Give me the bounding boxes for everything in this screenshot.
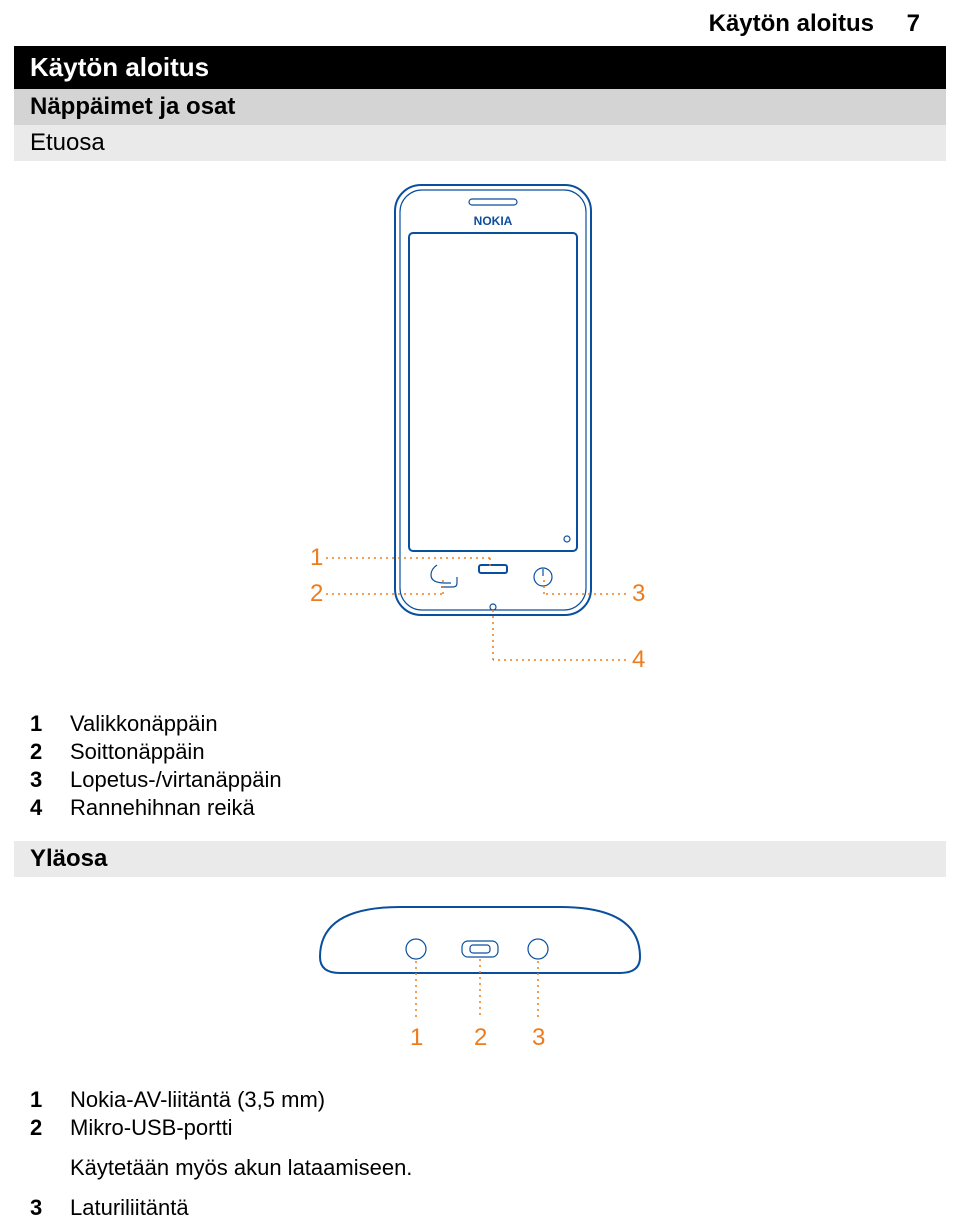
top-label: Yläosa bbox=[14, 841, 946, 877]
section-title: Käytön aloitus bbox=[14, 46, 946, 89]
page-header: Käytön aloitus 7 bbox=[0, 0, 960, 46]
list-item: 1 Valikkonäppäin bbox=[30, 711, 930, 737]
list-text: Valikkonäppäin bbox=[70, 711, 930, 737]
callout-2: 2 bbox=[310, 580, 323, 607]
top-diagram: 1 2 3 bbox=[0, 877, 960, 1077]
top-callout-2: 2 bbox=[474, 1024, 487, 1051]
top-parts-list-2: 3 Laturiliitäntä bbox=[0, 1185, 960, 1231]
list-num: 2 bbox=[30, 1115, 70, 1141]
page-number: 7 bbox=[907, 10, 920, 37]
list-item: 2 Soittonäppäin bbox=[30, 739, 930, 765]
list-text: Nokia-AV-liitäntä (3,5 mm) bbox=[70, 1087, 930, 1113]
subsection-title: Näppäimet ja osat bbox=[14, 89, 946, 125]
callout-3: 3 bbox=[632, 580, 645, 607]
list-text: Rannehihnan reikä bbox=[70, 795, 930, 821]
top-parts-list: 1 Nokia-AV-liitäntä (3,5 mm) 2 Mikro-USB… bbox=[0, 1077, 960, 1151]
top-callout-3: 3 bbox=[532, 1024, 545, 1051]
list-text: Lopetus-/virtanäppäin bbox=[70, 767, 930, 793]
list-item: 2 Mikro-USB-portti bbox=[30, 1115, 930, 1141]
list-num: 1 bbox=[30, 711, 70, 737]
header-title: Käytön aloitus bbox=[709, 10, 874, 37]
front-phone-svg: NOKIA 1 2 3 bbox=[0, 161, 960, 701]
usb-note: Käytetään myös akun lataamiseen. bbox=[0, 1151, 960, 1185]
list-num: 3 bbox=[30, 767, 70, 793]
list-num: 1 bbox=[30, 1087, 70, 1113]
list-item: 1 Nokia-AV-liitäntä (3,5 mm) bbox=[30, 1087, 930, 1113]
callout-1: 1 bbox=[310, 544, 323, 571]
top-callout-1: 1 bbox=[410, 1024, 423, 1051]
callout-4: 4 bbox=[632, 646, 645, 673]
front-parts-list: 1 Valikkonäppäin 2 Soittonäppäin 3 Lopet… bbox=[0, 701, 960, 841]
phone-brand: NOKIA bbox=[474, 214, 513, 228]
list-item: 4 Rannehihnan reikä bbox=[30, 795, 930, 821]
list-text: Soittonäppäin bbox=[70, 739, 930, 765]
top-svg: 1 2 3 bbox=[300, 897, 660, 1077]
list-item: 3 Lopetus-/virtanäppäin bbox=[30, 767, 930, 793]
list-num: 3 bbox=[30, 1195, 70, 1221]
list-text: Laturiliitäntä bbox=[70, 1195, 930, 1221]
list-num: 4 bbox=[30, 795, 70, 821]
list-text: Mikro-USB-portti bbox=[70, 1115, 930, 1141]
list-num: 2 bbox=[30, 739, 70, 765]
front-label: Etuosa bbox=[14, 125, 946, 161]
front-diagram: NOKIA 1 2 3 bbox=[0, 161, 960, 701]
list-item: 3 Laturiliitäntä bbox=[30, 1195, 930, 1221]
